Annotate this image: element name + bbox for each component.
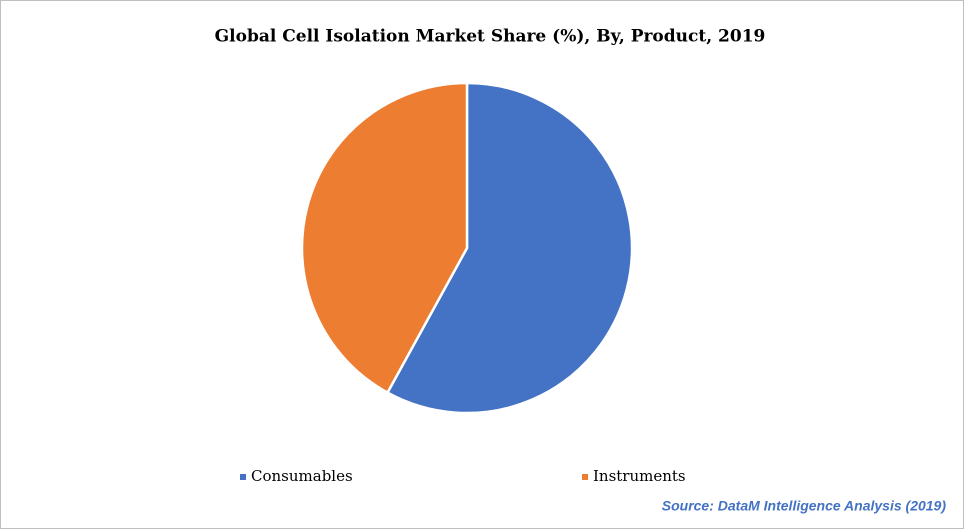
source-note: Source: DataM Intelligence Analysis (201…	[662, 498, 947, 514]
legend-marker	[240, 474, 246, 480]
legend-label: Instruments	[593, 467, 686, 485]
pie-slice	[385, 81, 634, 415]
chart-title: Global Cell Isolation Market Share (%), …	[215, 27, 766, 47]
pie-slice	[300, 81, 469, 395]
legend-marker	[582, 474, 588, 480]
legend-label: Consumables	[251, 467, 353, 485]
